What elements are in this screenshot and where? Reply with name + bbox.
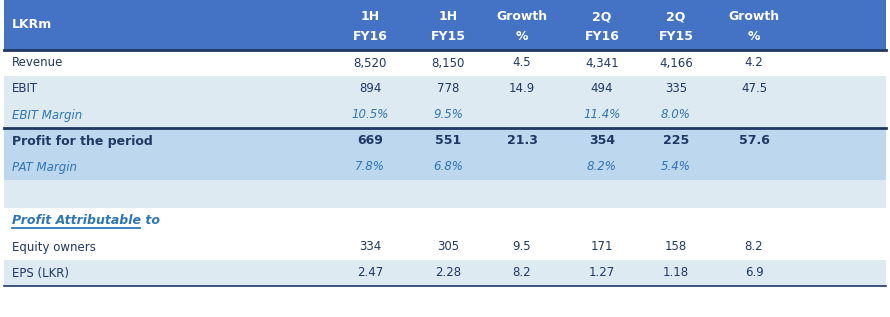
Text: 47.5: 47.5	[741, 82, 767, 95]
Text: 21.3: 21.3	[506, 134, 538, 147]
Bar	[4, 50, 886, 76]
Text: 57.6: 57.6	[739, 134, 770, 147]
Text: 1.18: 1.18	[663, 267, 689, 280]
Text: 335: 335	[665, 82, 687, 95]
Text: 1H: 1H	[439, 10, 457, 23]
Text: FY15: FY15	[659, 30, 693, 43]
Text: 6.9: 6.9	[745, 267, 764, 280]
Text: 8.2%: 8.2%	[587, 160, 617, 173]
Text: 14.9: 14.9	[509, 82, 535, 95]
Text: 894: 894	[359, 82, 381, 95]
Text: 1.27: 1.27	[589, 267, 615, 280]
Text: FY16: FY16	[352, 30, 387, 43]
Text: EBIT Margin: EBIT Margin	[12, 108, 82, 121]
Bar	[4, 180, 886, 208]
Text: 9.5%: 9.5%	[433, 108, 463, 121]
Bar	[4, 260, 886, 286]
Text: 8,150: 8,150	[432, 56, 465, 69]
Text: 8.2: 8.2	[513, 267, 531, 280]
Text: %: %	[748, 30, 760, 43]
Bar	[4, 0, 886, 50]
Text: 2Q: 2Q	[667, 10, 685, 23]
Text: 8.0%: 8.0%	[661, 108, 691, 121]
Text: 4,166: 4,166	[659, 56, 693, 69]
Text: 1H: 1H	[360, 10, 379, 23]
Bar	[4, 102, 886, 128]
Text: %: %	[515, 30, 529, 43]
Text: 4.2: 4.2	[745, 56, 764, 69]
Text: Growth: Growth	[497, 10, 547, 23]
Text: 158: 158	[665, 241, 687, 254]
Text: 2.28: 2.28	[435, 267, 461, 280]
Text: EBIT: EBIT	[12, 82, 38, 95]
Text: LKRm: LKRm	[12, 18, 53, 31]
Bar	[4, 208, 886, 234]
Text: 551: 551	[435, 134, 461, 147]
Text: 305: 305	[437, 241, 459, 254]
Text: 11.4%: 11.4%	[583, 108, 620, 121]
Text: 225: 225	[663, 134, 689, 147]
Text: 5.4%: 5.4%	[661, 160, 691, 173]
Text: 8,520: 8,520	[353, 56, 386, 69]
Text: 9.5: 9.5	[513, 241, 531, 254]
Text: Equity owners: Equity owners	[12, 241, 96, 254]
Text: FY15: FY15	[431, 30, 465, 43]
Text: 171: 171	[591, 241, 613, 254]
Text: 669: 669	[357, 134, 383, 147]
Text: 10.5%: 10.5%	[352, 108, 389, 121]
Text: 2.47: 2.47	[357, 267, 383, 280]
Text: 778: 778	[437, 82, 459, 95]
Text: Revenue: Revenue	[12, 56, 63, 69]
Text: 7.8%: 7.8%	[355, 160, 385, 173]
Text: Profit Attributable to: Profit Attributable to	[12, 215, 160, 228]
Text: 354: 354	[589, 134, 615, 147]
Text: Growth: Growth	[728, 10, 780, 23]
Text: 6.8%: 6.8%	[433, 160, 463, 173]
Bar	[4, 154, 886, 180]
Text: 2Q: 2Q	[593, 10, 611, 23]
Text: 4.5: 4.5	[513, 56, 531, 69]
Text: EPS (LKR): EPS (LKR)	[12, 267, 69, 280]
Bar	[4, 128, 886, 154]
Bar	[4, 234, 886, 260]
Text: 494: 494	[591, 82, 613, 95]
Text: PAT Margin: PAT Margin	[12, 160, 77, 173]
Text: 334: 334	[359, 241, 381, 254]
Text: Profit for the period: Profit for the period	[12, 134, 153, 147]
Bar	[4, 76, 886, 102]
Text: FY16: FY16	[585, 30, 619, 43]
Text: 4,341: 4,341	[586, 56, 619, 69]
Text: 8.2: 8.2	[745, 241, 764, 254]
